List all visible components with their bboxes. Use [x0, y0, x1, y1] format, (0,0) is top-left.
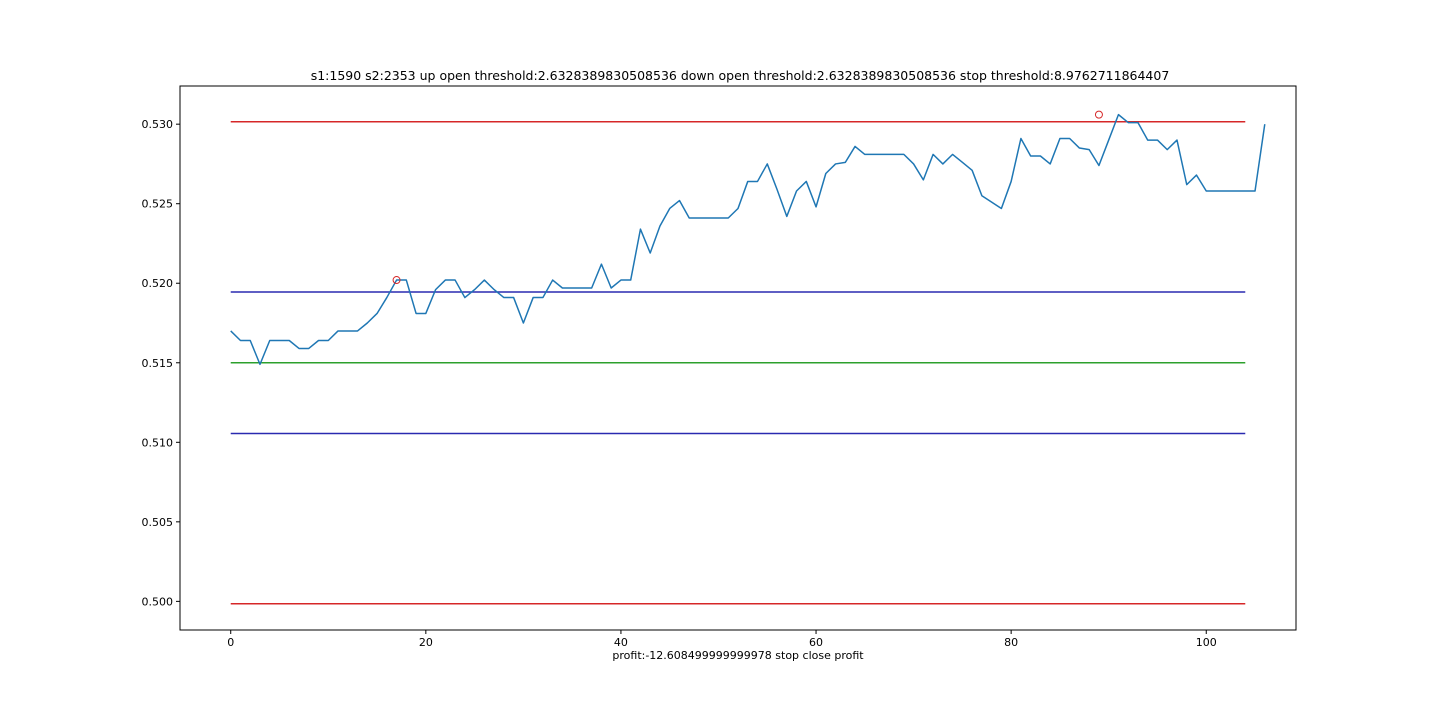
x-axis-ticks: 0 20 40 60 80 100 — [227, 630, 1217, 649]
x-tick-label: 80 — [1004, 636, 1018, 649]
marker-point-0 — [392, 276, 401, 285]
y-tick-label: 0.520 — [142, 277, 174, 290]
x-tick-label: 60 — [809, 636, 823, 649]
x-tick-label: 20 — [419, 636, 433, 649]
y-axis-ticks: 0.500 0.505 0.510 0.515 0.520 0.525 0.530 — [142, 118, 180, 608]
x-tick-label: 100 — [1196, 636, 1217, 649]
y-tick-label: 0.515 — [142, 357, 174, 370]
y-tick-label: 0.505 — [142, 516, 174, 529]
plot-frame — [179, 85, 1297, 631]
y-tick-label: 0.530 — [142, 118, 174, 131]
y-tick-label: 0.500 — [142, 595, 174, 608]
series-layer — [230, 113, 1266, 366]
x-tick-label: 40 — [614, 636, 628, 649]
series-line-0 — [230, 113, 1266, 366]
markers-layer — [392, 110, 1103, 285]
y-tick-label: 0.510 — [142, 436, 174, 449]
y-tick-label: 0.525 — [142, 198, 174, 211]
x-tick-label: 0 — [227, 636, 234, 649]
reference-lines — [230, 121, 1246, 605]
marker-point-1 — [1094, 110, 1103, 119]
x-axis-label: profit:-12.608499999999978 stop close pr… — [612, 649, 864, 662]
chart-title: s1:1590 s2:2353 up open threshold:2.6328… — [311, 68, 1170, 83]
